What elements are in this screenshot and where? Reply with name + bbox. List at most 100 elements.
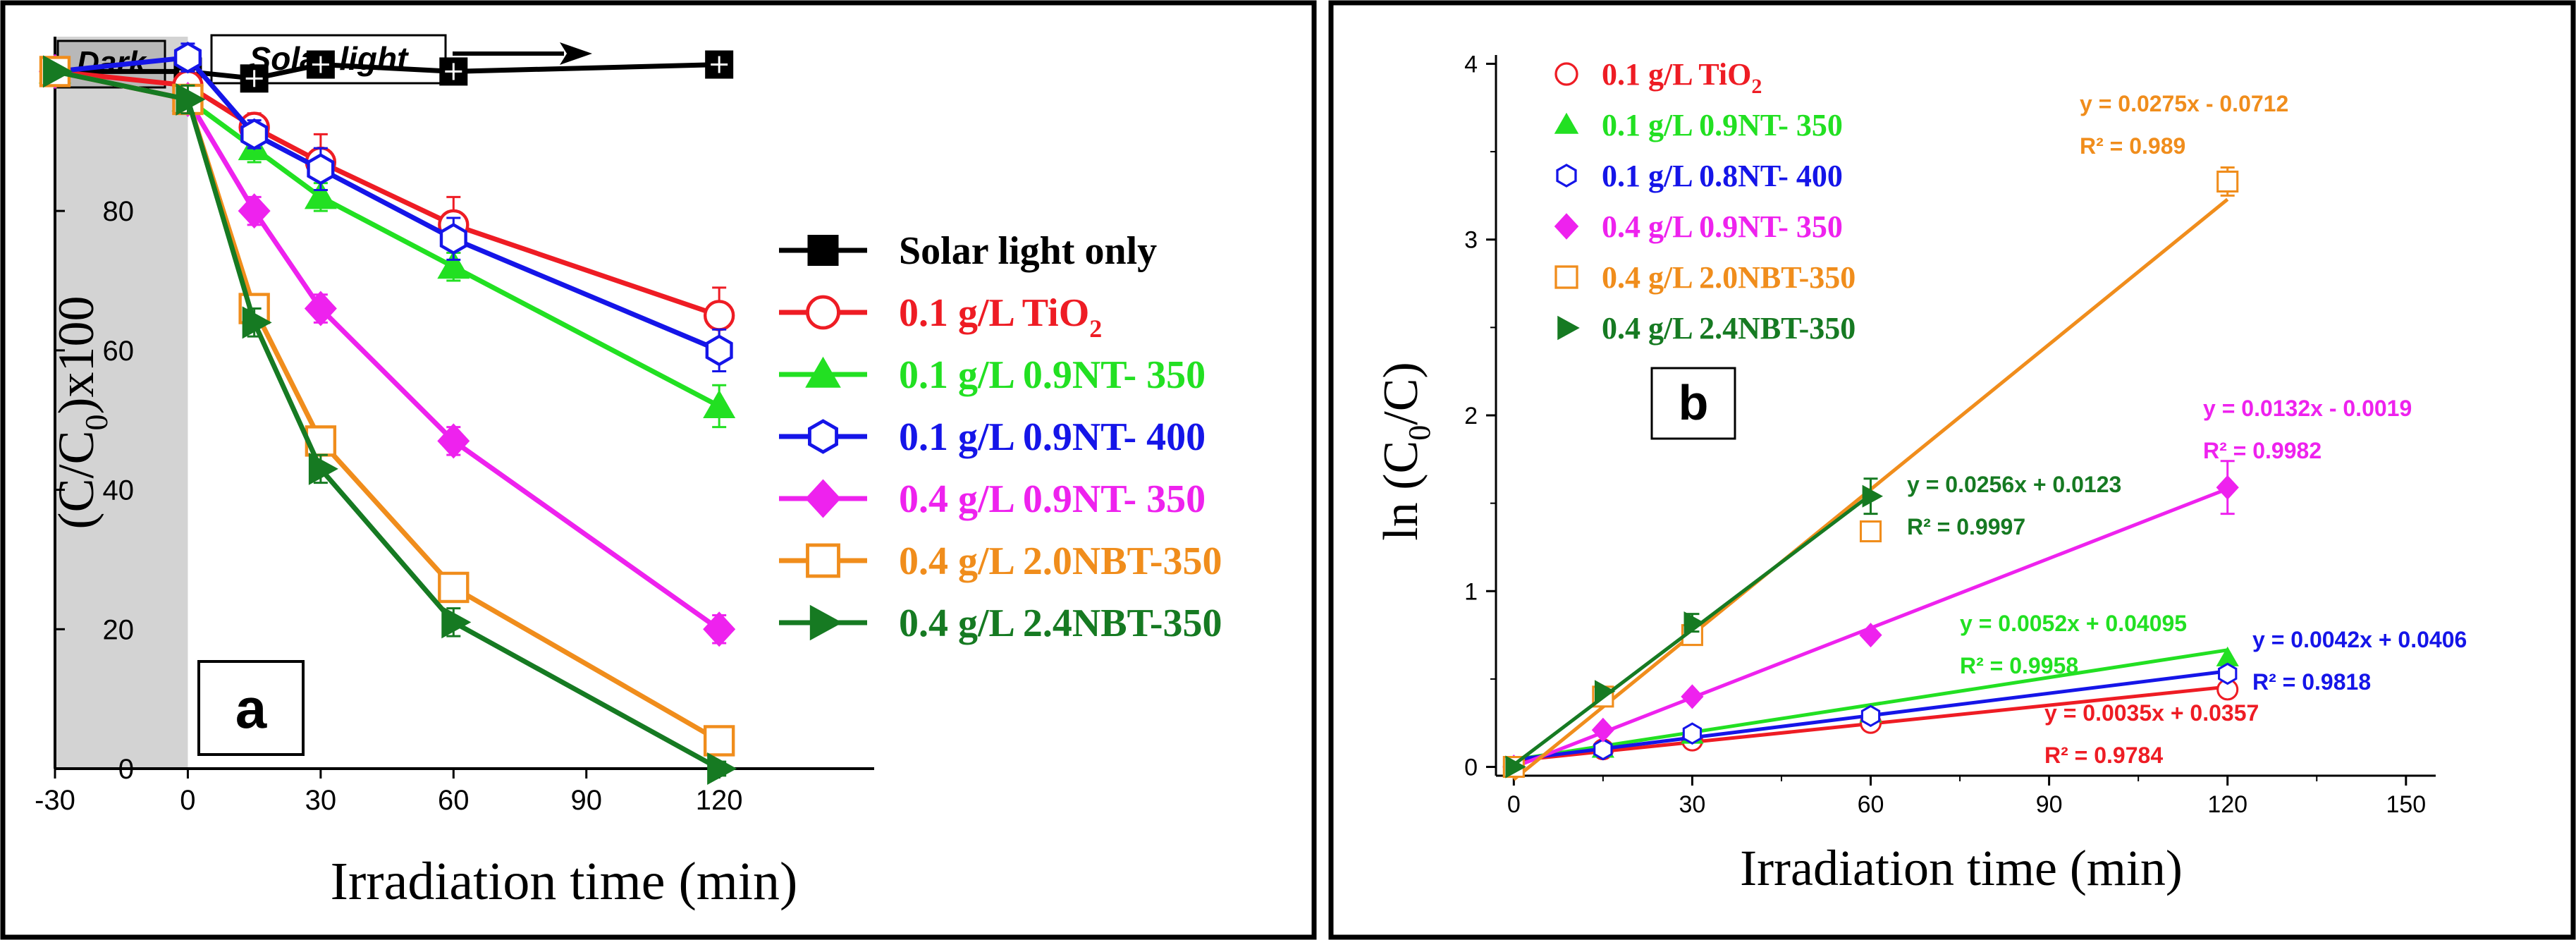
y-tick-label: 0 [118, 754, 134, 785]
fit-equation: y = 0.0035x + 0.0357 [2044, 700, 2259, 726]
fit-equation: y = 0.0256x + 0.0123 [1907, 472, 2121, 497]
legend-marker [808, 419, 838, 454]
data-point [240, 118, 269, 150]
legend-item: 0.1 g/L 0.9NT- 400 [779, 415, 1206, 459]
data-point [1681, 684, 1704, 709]
fit-r2: R² = 0.9784 [2044, 743, 2163, 768]
fit-equation: y = 0.0042x + 0.0406 [2252, 627, 2467, 652]
y-tick-label: 0 [1464, 755, 1478, 781]
fit-equation: y = 0.0132x - 0.0019 [2203, 396, 2412, 421]
fit-equation: y = 0.0052x + 0.04095 [1960, 611, 2187, 636]
legend-label: 0.4 g/L 0.9NT- 350 [1602, 209, 1843, 244]
panel-b-frame [1328, 0, 2576, 940]
legend-item: 0.1 g/L 0.9NT- 350 [1554, 108, 1843, 142]
data-point [1859, 623, 1882, 648]
legend-label: 0.4 g/L 0.9NT- 350 [899, 477, 1206, 521]
fit-r2: R² = 0.9982 [2203, 438, 2322, 463]
legend-label: 0.1 g/L 0.9NT- 350 [1602, 108, 1843, 142]
data-point [703, 725, 735, 757]
data-point [438, 571, 470, 604]
y-tick-label: 20 [103, 614, 135, 645]
data-point [304, 291, 337, 326]
panel-label: b [1679, 375, 1709, 430]
data-point [2216, 170, 2239, 193]
legend-item: 0.4 g/L 0.9NT- 350 [1554, 209, 1843, 244]
legend-label: 0.4 g/L 2.4NBT-350 [1602, 311, 1856, 346]
panel-a-chart: -30 0 30 60 90 120 0 20 40 60 80 Irradiation time (… [35, 34, 1222, 911]
legend-marker [809, 604, 842, 641]
series-2: y = 0.0042x + 0.0406 R² = 0.9818 [1504, 627, 2467, 779]
fit-r2: R² = 0.9818 [2252, 669, 2371, 695]
data-point [1682, 722, 1703, 745]
data-point [1593, 738, 1613, 761]
data-point [173, 42, 202, 74]
data-point [703, 389, 736, 418]
data-point [2216, 475, 2239, 500]
legend-item: Solar light only [779, 229, 1157, 273]
data-point [705, 334, 733, 367]
data-point [1594, 680, 1616, 703]
legend-marker [806, 543, 840, 578]
data-point [1505, 755, 1526, 779]
x-tick-label: 60 [1858, 791, 1884, 818]
x-tick-label: 60 [438, 785, 470, 816]
legend-marker [1554, 265, 1578, 289]
series-line [54, 69, 720, 771]
legend-label: 0.1 g/L TiO2 [899, 291, 1102, 343]
x-tick-label: 90 [570, 785, 602, 816]
x-tick-label: 0 [1507, 791, 1521, 818]
legend-label: 0.4 g/L 2.0NBT-350 [1602, 260, 1856, 295]
legend-item: 0.4 g/L 0.9NT- 350 [779, 477, 1206, 521]
legend-marker [805, 479, 841, 518]
legend-marker [1554, 62, 1578, 86]
fit-r2: R² = 0.9958 [1960, 653, 2078, 678]
data-point [437, 250, 470, 279]
x-tick-label: 120 [696, 785, 743, 816]
panel-b-chart: 0 30 60 90 120 150 0 1 2 3 4 Irradiation time (min)… [1374, 51, 2467, 896]
data-point [304, 181, 337, 209]
series-6 [43, 55, 737, 785]
y-axis-label: (C/C0)x100 [48, 295, 114, 529]
x-tick-label: -30 [35, 785, 75, 816]
data-point [441, 606, 472, 639]
series-line [54, 68, 720, 318]
legend-marker [1556, 164, 1577, 188]
fit-r2: R² = 0.989 [2080, 133, 2185, 159]
legend-marker [1554, 213, 1579, 240]
data-point [703, 300, 735, 331]
x-tick-label: 30 [1679, 791, 1705, 818]
data-point [707, 752, 737, 785]
legend-label: 0.1 g/L 0.9NT- 400 [899, 415, 1206, 459]
data-point [437, 423, 470, 459]
y-tick-label: 1 [1464, 578, 1478, 605]
y-tick-label: 2 [1464, 403, 1478, 429]
x-tick-label: 0 [180, 785, 195, 816]
legend-label: 0.1 g/L 0.8NT- 400 [1602, 159, 1843, 193]
legend-item: 0.4 g/L 2.0NBT-350 [779, 539, 1222, 583]
legend-label: 0.4 g/L 2.0NBT-350 [899, 539, 1222, 583]
y-tick-label: 40 [103, 475, 135, 506]
data-point [2218, 662, 2238, 685]
y-tick-label: 3 [1464, 227, 1478, 254]
y-axis-label: ln (C0/C) [1374, 362, 1437, 540]
legend-label: Solar light only [899, 229, 1157, 273]
x-axis-label: Irradiation time (min) [1740, 840, 2183, 896]
fit-equation: y = 0.0275x - 0.0712 [2080, 91, 2288, 116]
series-line [54, 55, 720, 353]
legend-marker [1557, 315, 1580, 341]
legend-item: 0.1 g/L 0.8NT- 400 [1556, 159, 1843, 193]
data-point [43, 55, 73, 88]
panel-label-box [197, 660, 305, 756]
x-tick-label: 90 [2036, 791, 2063, 818]
data-point [308, 452, 338, 485]
svg-text:(C/C0)x100: (C/C0)x100 [48, 295, 114, 529]
data-point [1683, 611, 1705, 635]
data-point [238, 193, 271, 229]
dark-region [55, 37, 188, 769]
x-tick-label: 30 [305, 785, 337, 816]
legend-marker [1554, 112, 1579, 134]
data-point [242, 306, 272, 339]
legend-label: 0.1 g/L 0.9NT- 350 [899, 353, 1206, 397]
svg-text:ln (C0/C): ln (C0/C) [1374, 362, 1437, 540]
